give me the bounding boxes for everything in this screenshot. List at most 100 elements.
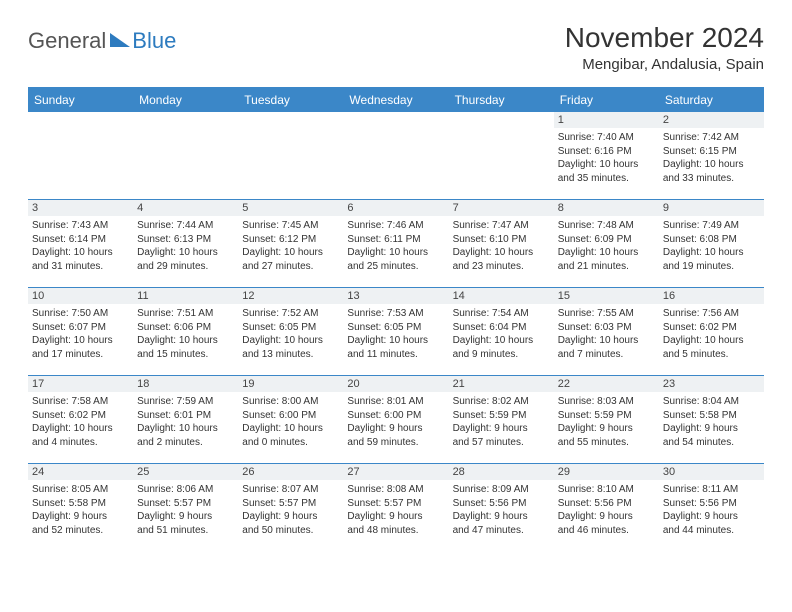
daylight-text: Daylight: 9 hours <box>242 510 339 524</box>
calendar-day-cell: 17Sunrise: 7:58 AMSunset: 6:02 PMDayligh… <box>28 376 133 464</box>
sunrise-text: Sunrise: 7:45 AM <box>242 219 339 233</box>
sunset-text: Sunset: 6:13 PM <box>137 233 234 247</box>
daylight-text: and 44 minutes. <box>663 524 760 538</box>
calendar-day-cell: 26Sunrise: 8:07 AMSunset: 5:57 PMDayligh… <box>238 464 343 552</box>
daylight-text: Daylight: 10 hours <box>453 246 550 260</box>
sunset-text: Sunset: 6:09 PM <box>558 233 655 247</box>
daylight-text: and 52 minutes. <box>32 524 129 538</box>
calendar-body: 1Sunrise: 7:40 AMSunset: 6:16 PMDaylight… <box>28 112 764 552</box>
sunset-text: Sunset: 6:10 PM <box>453 233 550 247</box>
daylight-text: and 31 minutes. <box>32 260 129 274</box>
sunrise-text: Sunrise: 8:02 AM <box>453 395 550 409</box>
calendar-day-cell: 1Sunrise: 7:40 AMSunset: 6:16 PMDaylight… <box>554 112 659 200</box>
sunrise-text: Sunrise: 7:40 AM <box>558 131 655 145</box>
sunset-text: Sunset: 5:57 PM <box>242 497 339 511</box>
day-content: Sunrise: 7:55 AMSunset: 6:03 PMDaylight:… <box>554 304 659 365</box>
daylight-text: and 4 minutes. <box>32 436 129 450</box>
day-content: Sunrise: 7:51 AMSunset: 6:06 PMDaylight:… <box>133 304 238 365</box>
day-number: 5 <box>238 200 343 216</box>
calendar-day-cell: 22Sunrise: 8:03 AMSunset: 5:59 PMDayligh… <box>554 376 659 464</box>
sunrise-text: Sunrise: 8:10 AM <box>558 483 655 497</box>
day-content: Sunrise: 7:40 AMSunset: 6:16 PMDaylight:… <box>554 128 659 189</box>
day-content: Sunrise: 7:48 AMSunset: 6:09 PMDaylight:… <box>554 216 659 277</box>
calendar-day-cell: 29Sunrise: 8:10 AMSunset: 5:56 PMDayligh… <box>554 464 659 552</box>
daylight-text: Daylight: 10 hours <box>137 422 234 436</box>
day-number: 21 <box>449 376 554 392</box>
calendar-day-cell: 19Sunrise: 8:00 AMSunset: 6:00 PMDayligh… <box>238 376 343 464</box>
calendar-day-cell: 10Sunrise: 7:50 AMSunset: 6:07 PMDayligh… <box>28 288 133 376</box>
sunrise-text: Sunrise: 8:05 AM <box>32 483 129 497</box>
logo: General Blue <box>28 28 176 54</box>
sunrise-text: Sunrise: 7:49 AM <box>663 219 760 233</box>
daylight-text: and 21 minutes. <box>558 260 655 274</box>
calendar-day-cell: 5Sunrise: 7:45 AMSunset: 6:12 PMDaylight… <box>238 200 343 288</box>
calendar-day-cell: 9Sunrise: 7:49 AMSunset: 6:08 PMDaylight… <box>659 200 764 288</box>
daylight-text: and 23 minutes. <box>453 260 550 274</box>
day-content: Sunrise: 7:49 AMSunset: 6:08 PMDaylight:… <box>659 216 764 277</box>
daylight-text: and 11 minutes. <box>347 348 444 362</box>
sunrise-text: Sunrise: 8:04 AM <box>663 395 760 409</box>
daylight-text: Daylight: 9 hours <box>453 422 550 436</box>
calendar-week-row: 17Sunrise: 7:58 AMSunset: 6:02 PMDayligh… <box>28 376 764 464</box>
weekday-header: Monday <box>133 88 238 112</box>
day-number: 2 <box>659 112 764 128</box>
daylight-text: and 17 minutes. <box>32 348 129 362</box>
daylight-text: Daylight: 10 hours <box>347 334 444 348</box>
daylight-text: Daylight: 10 hours <box>242 422 339 436</box>
location-text: Mengibar, Andalusia, Spain <box>565 56 764 73</box>
calendar-day-cell: 8Sunrise: 7:48 AMSunset: 6:09 PMDaylight… <box>554 200 659 288</box>
daylight-text: Daylight: 9 hours <box>663 510 760 524</box>
daylight-text: and 13 minutes. <box>242 348 339 362</box>
day-content: Sunrise: 8:11 AMSunset: 5:56 PMDaylight:… <box>659 480 764 541</box>
day-number: 8 <box>554 200 659 216</box>
daylight-text: Daylight: 9 hours <box>558 422 655 436</box>
daylight-text: and 2 minutes. <box>137 436 234 450</box>
day-content: Sunrise: 7:44 AMSunset: 6:13 PMDaylight:… <box>133 216 238 277</box>
sunrise-text: Sunrise: 7:43 AM <box>32 219 129 233</box>
daylight-text: and 9 minutes. <box>453 348 550 362</box>
calendar-week-row: 1Sunrise: 7:40 AMSunset: 6:16 PMDaylight… <box>28 112 764 200</box>
sunset-text: Sunset: 5:56 PM <box>663 497 760 511</box>
sunrise-text: Sunrise: 8:06 AM <box>137 483 234 497</box>
day-number: 23 <box>659 376 764 392</box>
day-content: Sunrise: 8:09 AMSunset: 5:56 PMDaylight:… <box>449 480 554 541</box>
daylight-text: Daylight: 10 hours <box>32 422 129 436</box>
daylight-text: Daylight: 10 hours <box>242 246 339 260</box>
day-number: 17 <box>28 376 133 392</box>
sunset-text: Sunset: 6:00 PM <box>347 409 444 423</box>
day-number: 7 <box>449 200 554 216</box>
daylight-text: and 54 minutes. <box>663 436 760 450</box>
sunset-text: Sunset: 5:57 PM <box>137 497 234 511</box>
daylight-text: and 29 minutes. <box>137 260 234 274</box>
sunset-text: Sunset: 6:11 PM <box>347 233 444 247</box>
calendar-day-cell: 20Sunrise: 8:01 AMSunset: 6:00 PMDayligh… <box>343 376 448 464</box>
sunset-text: Sunset: 5:56 PM <box>453 497 550 511</box>
day-content: Sunrise: 7:54 AMSunset: 6:04 PMDaylight:… <box>449 304 554 365</box>
day-content: Sunrise: 7:46 AMSunset: 6:11 PMDaylight:… <box>343 216 448 277</box>
weekday-header: Wednesday <box>343 88 448 112</box>
calendar-week-row: 10Sunrise: 7:50 AMSunset: 6:07 PMDayligh… <box>28 288 764 376</box>
sunset-text: Sunset: 6:05 PM <box>347 321 444 335</box>
daylight-text: and 57 minutes. <box>453 436 550 450</box>
sunset-text: Sunset: 6:06 PM <box>137 321 234 335</box>
calendar-day-cell: 2Sunrise: 7:42 AMSunset: 6:15 PMDaylight… <box>659 112 764 200</box>
logo-text-part1: General <box>28 28 106 54</box>
daylight-text: Daylight: 9 hours <box>453 510 550 524</box>
day-number: 26 <box>238 464 343 480</box>
day-content: Sunrise: 7:59 AMSunset: 6:01 PMDaylight:… <box>133 392 238 453</box>
sunrise-text: Sunrise: 7:56 AM <box>663 307 760 321</box>
calendar-day-cell: 14Sunrise: 7:54 AMSunset: 6:04 PMDayligh… <box>449 288 554 376</box>
sunrise-text: Sunrise: 7:55 AM <box>558 307 655 321</box>
month-title: November 2024 <box>565 22 764 54</box>
sunset-text: Sunset: 6:15 PM <box>663 145 760 159</box>
sunset-text: Sunset: 6:03 PM <box>558 321 655 335</box>
sunset-text: Sunset: 6:02 PM <box>32 409 129 423</box>
calendar-day-cell: 23Sunrise: 8:04 AMSunset: 5:58 PMDayligh… <box>659 376 764 464</box>
daylight-text: Daylight: 9 hours <box>663 422 760 436</box>
sunset-text: Sunset: 5:58 PM <box>32 497 129 511</box>
daylight-text: Daylight: 9 hours <box>558 510 655 524</box>
sunrise-text: Sunrise: 7:47 AM <box>453 219 550 233</box>
daylight-text: and 7 minutes. <box>558 348 655 362</box>
day-number: 12 <box>238 288 343 304</box>
daylight-text: Daylight: 10 hours <box>663 246 760 260</box>
